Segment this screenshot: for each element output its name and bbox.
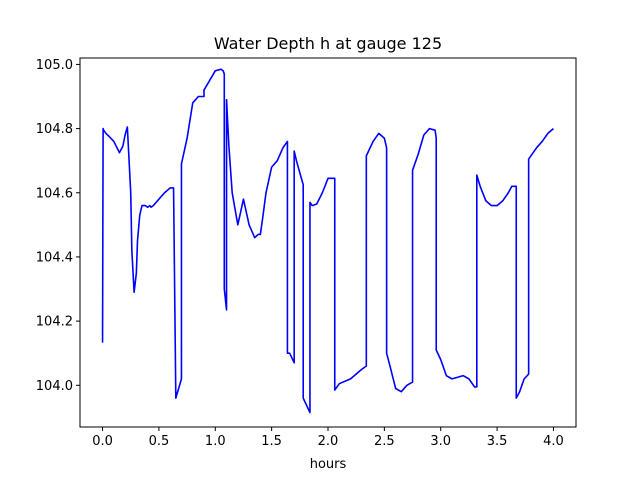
x-tick-label: 0.0 — [92, 434, 113, 449]
x-tick-label: 2.0 — [318, 434, 339, 449]
y-tick-label: 104.6 — [36, 186, 73, 201]
x-tick-label: 0.5 — [149, 434, 170, 449]
x-tick-label: 1.5 — [261, 434, 282, 449]
y-tick-label: 104.2 — [36, 315, 73, 330]
y-tick-label: 104.0 — [36, 379, 73, 394]
plot-frame — [79, 57, 577, 428]
y-tick-label: 105.0 — [36, 58, 73, 73]
x-tick-label: 3.5 — [487, 434, 508, 449]
x-axis: 0.0 0.5 1.0 1.5 2.0 2.5 3.0 3.5 4.0 — [92, 427, 564, 449]
y-tick-label: 104.8 — [36, 122, 73, 137]
y-tick-label: 104.4 — [36, 250, 73, 265]
x-axis-label: hours — [310, 457, 347, 472]
x-tick-label: 4.0 — [543, 434, 564, 449]
data-line — [101, 68, 554, 414]
y-axis: 104.0 104.2 104.4 104.6 104.8 105.0 — [36, 58, 80, 394]
chart-title: Water Depth h at gauge 125 — [214, 34, 442, 53]
x-tick-label: 2.5 — [374, 434, 395, 449]
x-tick-label: 3.0 — [430, 434, 451, 449]
x-tick-label: 1.0 — [205, 434, 226, 449]
